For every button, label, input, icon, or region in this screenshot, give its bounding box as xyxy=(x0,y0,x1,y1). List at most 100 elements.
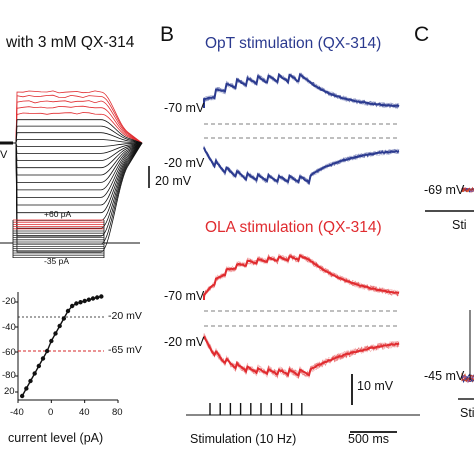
panel-c-lower-potential: -45 mV xyxy=(424,369,465,383)
panel-c-upper-trace xyxy=(461,187,474,192)
stimulation-label: Stimulation (10 Hz) xyxy=(190,432,297,446)
panel-c-stim-label-2: Sti xyxy=(460,406,474,420)
ola-upper-trial xyxy=(203,253,400,300)
ola-lower-trial xyxy=(203,332,400,379)
voltage-trace xyxy=(13,139,143,144)
iv-data-point xyxy=(82,298,87,304)
voltage-trace xyxy=(13,125,143,144)
voltage-trace xyxy=(13,119,143,144)
iv-data-point xyxy=(74,301,79,306)
panel-b-ola-traces xyxy=(203,253,400,380)
panel-a-iv-plot xyxy=(15,292,119,403)
iv-y-tick: -80 xyxy=(2,370,16,381)
iv-x-tick: 80 xyxy=(112,407,123,418)
voltage-trace xyxy=(13,142,143,198)
iv-data-point xyxy=(61,316,67,321)
panel-a-title: with 3 mM QX-314 xyxy=(6,34,135,51)
iv-x-tick: -40 xyxy=(10,407,24,418)
panel-a-scale-label: 20 mV xyxy=(155,174,192,188)
panel-c-lower-trace xyxy=(461,373,474,384)
iv-data-point xyxy=(99,294,104,299)
voltage-trace xyxy=(13,105,143,144)
ola-lower-trial xyxy=(203,335,400,377)
ola-upper-mean xyxy=(203,254,400,300)
voltage-trace xyxy=(13,142,143,161)
iv-data-point xyxy=(78,300,83,305)
voltage-trace xyxy=(13,100,143,144)
panel-b-ola-title: OLA stimulation (QX-314) xyxy=(205,219,382,236)
iv-data-point xyxy=(19,393,25,399)
voltage-trace xyxy=(13,142,143,169)
ola-upper-trial xyxy=(203,253,400,300)
opt-upper-potential: -70 mV xyxy=(164,101,205,115)
iv-data-point xyxy=(53,331,58,336)
iv-annotation-minus20: -20 mV xyxy=(108,310,142,322)
voltage-trace xyxy=(13,90,143,144)
iv-data-point xyxy=(24,386,29,391)
voltage-trace xyxy=(13,142,143,183)
ola-lower-mean xyxy=(203,335,400,377)
iv-data-point xyxy=(94,295,100,300)
iv-y-tick: -20 xyxy=(2,296,16,307)
time-scale-label: 500 ms xyxy=(348,432,389,446)
voltage-trace xyxy=(13,142,143,206)
voltage-trace xyxy=(13,142,143,237)
panel-a-left-marker: V xyxy=(0,149,8,161)
voltage-trace xyxy=(13,142,143,253)
voltage-trace xyxy=(13,112,143,144)
panel-b-stimulus-train xyxy=(186,403,420,416)
panel-a-step-bottom-label: -35 pA xyxy=(44,256,70,266)
panel-a-step-top-label: +60 pA xyxy=(44,209,72,219)
panel-b-letter: B xyxy=(160,23,175,46)
panel-b-opt-title: OpT stimulation (QX-314) xyxy=(205,35,382,52)
panel-b-scale-label: 10 mV xyxy=(357,379,394,393)
voltage-trace xyxy=(13,142,143,214)
panel-b-scale-bars xyxy=(350,374,397,433)
voltage-trace xyxy=(13,142,143,154)
panel-a-voltage-traces xyxy=(0,90,143,253)
panel-c-stim-label-1: Sti xyxy=(452,218,467,232)
voltage-trace xyxy=(13,132,143,144)
iv-data-point xyxy=(32,371,37,376)
iv-data-point xyxy=(44,348,50,354)
panel-c-upper-potential: -69 mV xyxy=(424,183,465,197)
ola-upper-trial xyxy=(203,253,400,300)
ola-upper-trial xyxy=(203,253,400,300)
iv-data-point xyxy=(36,363,42,369)
iv-data-point xyxy=(65,308,71,314)
voltage-trace xyxy=(13,142,143,191)
ola-lower-potential: -20 mV xyxy=(164,335,205,349)
iv-data-point xyxy=(86,297,92,302)
panel-a-current-steps xyxy=(0,219,140,258)
iv-data-point xyxy=(28,378,33,384)
panel-b-opt-traces xyxy=(203,72,400,186)
voltage-trace xyxy=(13,142,143,176)
iv-y-tick: 20 xyxy=(4,386,15,397)
ola-upper-trial xyxy=(203,253,400,300)
iv-data-point xyxy=(90,296,96,301)
iv-data-point xyxy=(40,356,46,361)
opt-lower-potential: -20 mV xyxy=(164,156,205,170)
iv-data-point xyxy=(69,303,75,309)
iv-line xyxy=(21,295,102,397)
ola-upper-trial xyxy=(203,253,400,300)
ola-upper-trial xyxy=(203,253,400,300)
panel-c-lower-trace xyxy=(461,374,474,382)
iv-y-tick: -40 xyxy=(2,322,16,333)
panel-c-traces xyxy=(425,186,474,400)
iv-x-axis-label: current level (pA) xyxy=(8,431,104,445)
iv-annotation-minus65: -65 mV xyxy=(108,344,142,356)
iv-y-tick: -60 xyxy=(2,347,16,358)
voltage-trace xyxy=(13,142,143,147)
ola-upper-potential: -70 mV xyxy=(164,289,205,303)
iv-x-tick: 0 xyxy=(48,407,54,418)
panel-c-letter: C xyxy=(414,23,430,46)
iv-x-tick: 40 xyxy=(79,407,90,418)
iv-data-point xyxy=(57,323,62,329)
iv-data-point xyxy=(49,338,54,344)
opt-lower-mean xyxy=(203,147,400,185)
voltage-trace xyxy=(13,142,143,221)
opt-upper-mean xyxy=(203,72,400,108)
voltage-trace xyxy=(13,94,143,144)
